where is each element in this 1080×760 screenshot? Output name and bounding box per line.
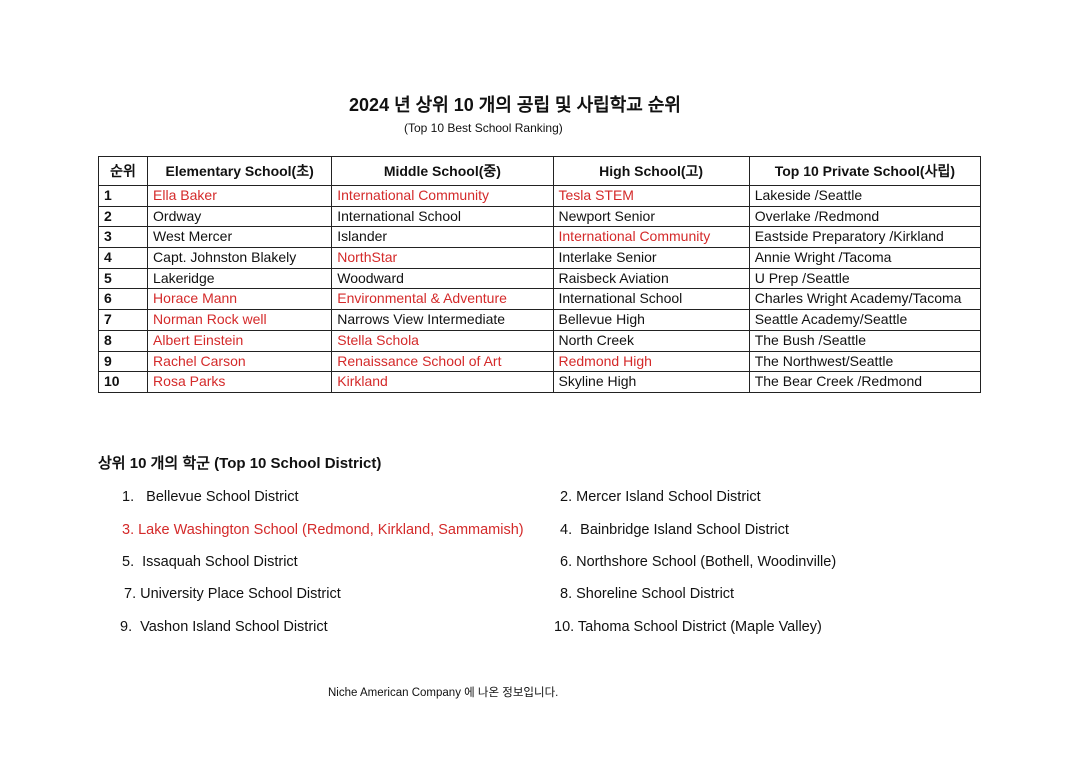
school-cell: Ella Baker	[147, 185, 333, 207]
school-cell: Annie Wright /Tacoma	[748, 247, 982, 269]
school-cell: Ordway	[147, 205, 333, 228]
school-cell: The Northwest/Seattle	[748, 350, 982, 373]
school-cell: Narrows View Intermediate	[331, 309, 554, 331]
school-cell: Kirkland	[331, 371, 554, 393]
column-header: Middle School(중)	[331, 156, 554, 186]
school-cell: Norman Rock well	[147, 309, 333, 331]
rank-cell: 7	[97, 309, 149, 331]
district-item: 4. Bainbridge Island School District	[560, 522, 789, 538]
school-cell: Overlake /Redmond	[748, 205, 982, 228]
rank-cell: 4	[97, 247, 149, 269]
school-cell: Newport Senior	[552, 205, 750, 228]
school-cell: Charles Wright Academy/Tacoma	[748, 288, 982, 311]
school-cell: Horace Mann	[147, 288, 333, 311]
school-cell: Rachel Carson	[147, 350, 333, 373]
district-item: 7. University Place School District	[124, 586, 341, 602]
rank-cell: 5	[97, 267, 149, 290]
column-header: Elementary School(초)	[147, 156, 333, 186]
table-row: 1 Ella Baker International Community Tesla …	[97, 185, 982, 207]
district-item: 8. Shoreline School District	[560, 586, 735, 602]
school-cell: Stella Schola	[331, 329, 554, 352]
school-cell: Lakeridge	[147, 267, 333, 290]
page-subtitle: (Top 10 Best School Ranking)	[404, 121, 563, 135]
school-cell: Environmental & Adventure	[331, 288, 554, 311]
school-cell: Rosa Parks	[147, 371, 333, 393]
rank-cell: 2	[97, 205, 149, 228]
school-cell: Albert Einstein	[147, 329, 333, 352]
district-heading: 상위 10 개의 학군 (Top 10 School District)	[98, 455, 382, 472]
school-cell: West Mercer	[147, 226, 333, 249]
table-row: 8 Albert Einstein Stella Schola North Creek…	[97, 329, 982, 352]
school-cell: Interlake Senior	[552, 247, 750, 269]
rank-cell: 1	[97, 185, 149, 207]
school-cell: Lakeside /Seattle	[748, 185, 982, 207]
table-row: 7 Norman Rock well Narrows View Intermedia…	[97, 309, 982, 331]
rank-cell: 8	[97, 329, 149, 352]
table-row: 6 Horace Mann Environmental & Adventure Int…	[97, 288, 982, 311]
table-row: 3 West Mercer Islander International Commun…	[97, 226, 982, 249]
school-cell: Seattle Academy/Seattle	[748, 309, 982, 331]
school-cell: Islander	[331, 226, 554, 249]
source-note: Niche American Company 에 나온 정보입니다.	[328, 687, 559, 699]
column-header: High School(고)	[552, 156, 750, 186]
column-header: 순위	[97, 156, 149, 186]
district-item: 1. Bellevue School District	[122, 489, 299, 505]
rank-cell: 10	[97, 371, 149, 393]
school-cell: Tesla STEM	[552, 185, 750, 207]
table-row: 9 Rachel Carson Renaissance School of Art R…	[97, 350, 982, 373]
school-cell: International Community	[331, 185, 554, 207]
district-item: 3. Lake Washington School (Redmond, Kirk…	[122, 522, 524, 538]
district-item: 5. Issaquah School District	[122, 554, 298, 570]
school-cell: The Bear Creek /Redmond	[748, 371, 982, 393]
school-cell: International School	[331, 205, 554, 228]
school-cell: U Prep /Seattle	[748, 267, 982, 290]
rank-cell: 9	[97, 350, 149, 373]
school-ranking-table: 순위 Elementary School(초) Middle School(중) Hi…	[97, 156, 982, 393]
school-cell: Redmond High	[552, 350, 750, 373]
school-cell: International Community	[552, 226, 750, 249]
district-item: 6. Northshore School (Bothell, Woodinvil…	[560, 554, 837, 570]
table-header-row: 순위 Elementary School(초) Middle School(중) Hi…	[97, 156, 982, 186]
school-cell: Bellevue High	[552, 309, 750, 331]
school-cell: Eastside Preparatory /Kirkland	[748, 226, 982, 249]
district-item: 2. Mercer Island School District	[560, 489, 761, 505]
rank-cell: 6	[97, 288, 149, 311]
school-cell: NorthStar	[331, 247, 554, 269]
school-cell: Woodward	[331, 267, 554, 290]
district-item: 10. Tahoma School District (Maple Valley…	[554, 619, 822, 635]
table-row: 5 Lakeridge Woodward Raisbeck Aviation U Pre…	[97, 267, 982, 290]
rank-cell: 3	[97, 226, 149, 249]
district-item: 9. Vashon Island School District	[120, 619, 328, 635]
school-cell: Raisbeck Aviation	[552, 267, 750, 290]
school-cell: The Bush /Seattle	[748, 329, 982, 352]
column-header: Top 10 Private School(사립)	[748, 156, 982, 186]
school-cell: Renaissance School of Art	[331, 350, 554, 373]
table-row: 2 Ordway International School Newport Senio…	[97, 205, 982, 228]
school-cell: Capt. Johnston Blakely	[147, 247, 333, 269]
page-title: 2024 년 상위 10 개의 공립 및 사립학교 순위	[349, 95, 681, 115]
table-row: 4 Capt. Johnston Blakely NorthStar Interlak…	[97, 247, 982, 269]
school-cell: North Creek	[552, 329, 750, 352]
table-row: 10 Rosa Parks Kirkland Skyline High The Bear…	[97, 371, 982, 393]
school-cell: Skyline High	[552, 371, 750, 393]
school-cell: International School	[552, 288, 750, 311]
